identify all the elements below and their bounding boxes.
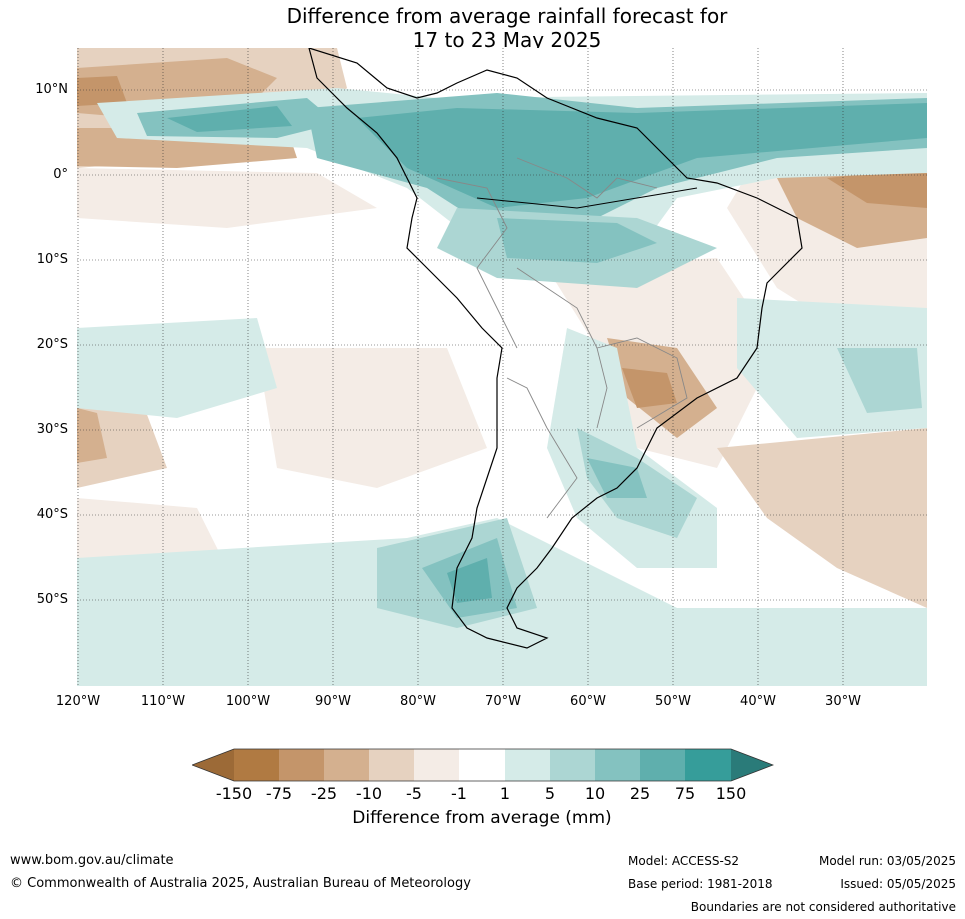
- footer-copyright: © Commonwealth of Australia 2025, Austra…: [10, 876, 471, 891]
- colorbar-tick: 1: [499, 784, 511, 803]
- colorbar-low-arrow: [192, 749, 234, 781]
- footer-model: Model: ACCESS-S2: [628, 854, 740, 868]
- colorbar-tick: -1: [451, 784, 467, 803]
- lon-label-80w: 80°W: [400, 694, 436, 709]
- graticule: [77, 48, 927, 686]
- colorbar-tick: 25: [629, 784, 651, 803]
- footer-model-run: Model run: 03/05/2025: [818, 854, 956, 868]
- lat-label-10n: 10°N: [35, 82, 68, 97]
- lon-label-70w: 70°W: [485, 694, 521, 709]
- lat-label-0: 0°: [53, 167, 68, 182]
- lat-label-30s: 30°S: [36, 422, 68, 437]
- amazon-river: [476, 187, 698, 209]
- colorbar: [192, 748, 774, 782]
- footer-url: www.bom.gov.au/climate: [10, 853, 174, 868]
- colorbar-tick: 150: [715, 784, 747, 803]
- wet-anomaly-areas: [77, 88, 927, 686]
- map-svg: [77, 48, 927, 686]
- colorbar-tick: -75: [265, 784, 293, 803]
- lat-label-40s: 40°S: [36, 507, 68, 522]
- title-line-1: Difference from average rainfall forecas…: [286, 4, 728, 28]
- colorbar-tick: -25: [310, 784, 338, 803]
- lon-label-110w: 110°W: [140, 694, 186, 709]
- map-title: Difference from average rainfall forecas…: [0, 4, 965, 52]
- lon-label-30w: 30°W: [825, 694, 861, 709]
- colorbar-segment-3: [324, 749, 369, 781]
- lon-label-50w: 50°W: [655, 694, 691, 709]
- lon-label-60w: 60°W: [570, 694, 606, 709]
- colorbar-segment-6: [459, 749, 505, 781]
- colorbar-segment-4: [369, 749, 414, 781]
- footer-boundaries-note: Boundaries are not considered authoritat…: [690, 900, 956, 914]
- colorbar-high-arrow: [731, 749, 773, 781]
- colorbar-tick: 10: [584, 784, 606, 803]
- colorbar-tick: -150: [215, 784, 253, 803]
- lon-label-120w: 120°W: [55, 694, 101, 709]
- colorbar-segment-10: [640, 749, 685, 781]
- rainfall-map: [77, 48, 927, 686]
- colorbar-segment-11: [685, 749, 731, 781]
- footer-base-period: Base period: 1981-2018: [628, 877, 773, 891]
- footer-issued: Issued: 05/05/2025: [840, 877, 956, 891]
- country-borders: [436, 157, 688, 519]
- colorbar-tick: -5: [406, 784, 422, 803]
- lon-label-100w: 100°W: [225, 694, 271, 709]
- lat-label-10s: 10°S: [36, 252, 68, 267]
- lat-label-20s: 20°S: [36, 337, 68, 352]
- lat-label-50s: 50°S: [36, 592, 68, 607]
- colorbar-segment-5: [414, 749, 459, 781]
- south-america-coastline: [308, 48, 803, 649]
- colorbar-segment-9: [595, 749, 640, 781]
- lon-label-40w: 40°W: [740, 694, 776, 709]
- colorbar-segment-7: [505, 749, 550, 781]
- colorbar-tick: -10: [355, 784, 383, 803]
- colorbar-tick: 75: [674, 784, 696, 803]
- colorbar-segment-8: [550, 749, 595, 781]
- lon-label-90w: 90°W: [315, 694, 351, 709]
- colorbar-segment-1: [234, 749, 279, 781]
- colorbar-segment-2: [279, 749, 324, 781]
- colorbar-title: Difference from average (mm): [352, 808, 612, 828]
- colorbar-tick: 5: [544, 784, 556, 803]
